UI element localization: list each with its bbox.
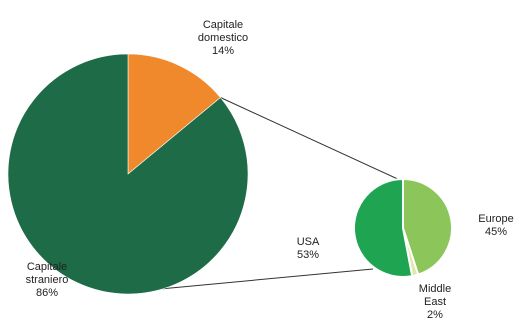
main-pie (7, 53, 249, 295)
main-slice-capitale-straniero (7, 53, 249, 295)
main-slice-capitale-domestico (127, 53, 221, 175)
secondary-slice-usa (353, 177, 414, 278)
label-middle-east: Middle East 2% (419, 283, 451, 321)
connector-lines (127, 97, 403, 293)
label-europe: Europe 45% (478, 213, 513, 238)
connector-line-bottom (127, 268, 374, 293)
label-capitale-domestico: Capitale domestico 14% (198, 19, 248, 57)
label-capitale-straniero: Capitale straniero 86% (26, 261, 69, 299)
slice-labels: Capitale domestico 14% Capitale straniero 86%… (26, 19, 514, 321)
secondary-pie (353, 177, 453, 278)
label-usa: USA 53% (297, 236, 320, 261)
connector-line-top (220, 97, 403, 182)
secondary-slice-europe (402, 177, 453, 276)
